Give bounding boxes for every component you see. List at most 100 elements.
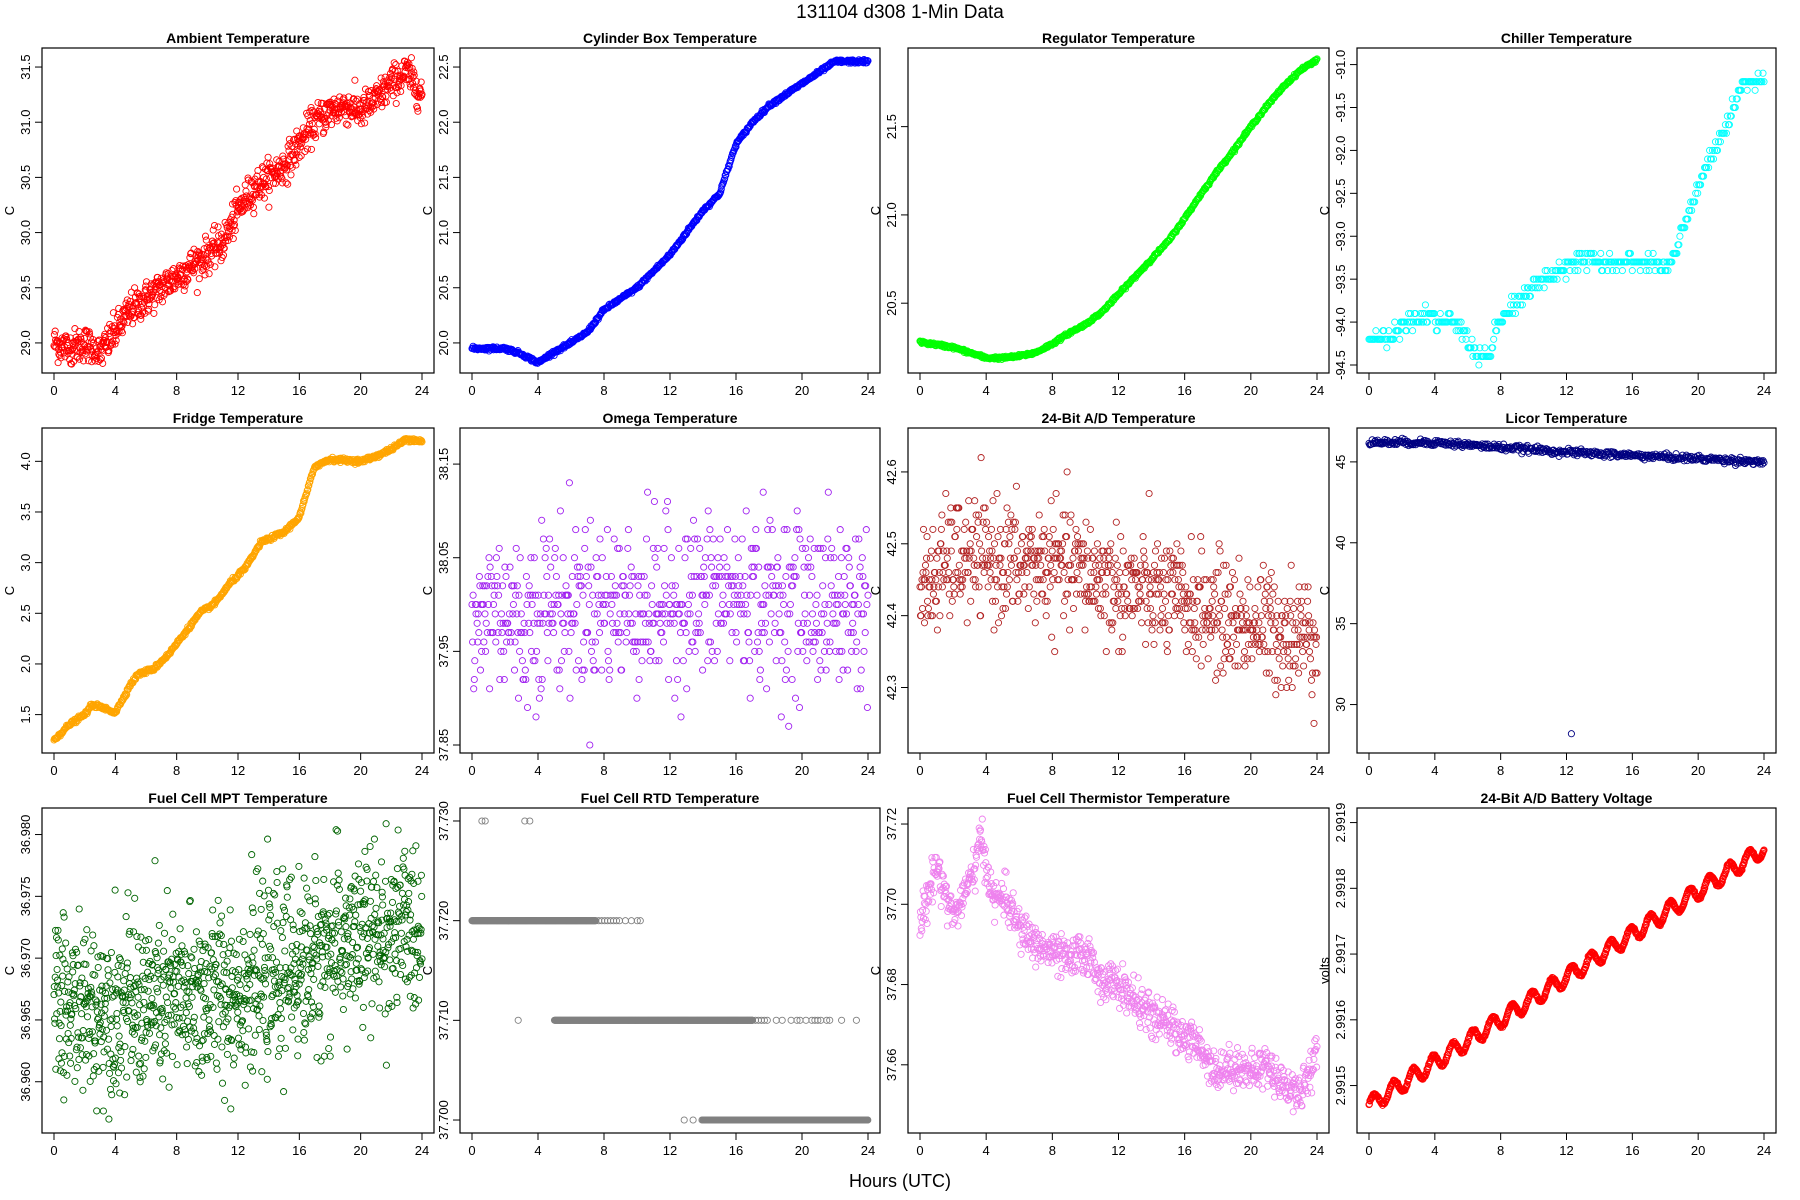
- data-point: [1122, 568, 1130, 577]
- x-tick-label: 24: [415, 383, 429, 398]
- x-tick-label: 0: [468, 763, 475, 778]
- x-tick-label: 12: [231, 763, 245, 778]
- data-point: [1153, 540, 1162, 548]
- data-point: [739, 582, 747, 590]
- data-point: [732, 629, 740, 637]
- data-point: [1007, 561, 1015, 569]
- data-point: [973, 533, 981, 541]
- data-point: [671, 694, 679, 702]
- panel-title: Chiller Temperature: [1501, 30, 1632, 46]
- data-point: [670, 591, 678, 599]
- data-point: [1246, 583, 1254, 591]
- data-point: [1618, 267, 1626, 275]
- data-point: [1046, 583, 1054, 591]
- data-point: [990, 540, 999, 548]
- data-point: [660, 544, 668, 552]
- data-point: [981, 504, 989, 512]
- data-point: [1188, 648, 1196, 656]
- data-point: [963, 619, 971, 627]
- data-point: [708, 563, 716, 571]
- data-point: [106, 320, 114, 328]
- x-tick-label: 16: [729, 383, 743, 398]
- data-point: [1215, 540, 1223, 548]
- data-point: [723, 526, 732, 534]
- data-point: [929, 590, 937, 598]
- data-point: [475, 629, 483, 637]
- data-point: [1012, 482, 1020, 490]
- data-point: [937, 525, 945, 533]
- data-point: [592, 554, 600, 562]
- data-point: [1179, 568, 1187, 577]
- data-point: [579, 591, 587, 599]
- data-point: [486, 685, 494, 693]
- data-points: [1365, 69, 1768, 369]
- data-points: [916, 454, 1321, 727]
- data-point: [1058, 547, 1066, 555]
- data-point: [745, 638, 753, 646]
- y-axis-label: C: [2, 586, 17, 595]
- data-point: [971, 497, 979, 505]
- data-point: [1025, 583, 1033, 591]
- data-point: [1159, 568, 1168, 577]
- data-point: [1112, 518, 1120, 526]
- data-point: [89, 339, 97, 347]
- data-point: [111, 340, 119, 348]
- data-point: [171, 285, 179, 293]
- data-point: [282, 179, 290, 187]
- data-point: [746, 694, 754, 702]
- data-point: [1259, 561, 1267, 569]
- data-point: [542, 544, 550, 552]
- data-point: [161, 289, 169, 297]
- data-point: [475, 572, 483, 581]
- data-point: [610, 535, 618, 543]
- data-point: [991, 576, 999, 584]
- data-point: [1151, 547, 1160, 555]
- data-point: [714, 610, 722, 618]
- data-point: [716, 535, 724, 543]
- y-tick-label: 31.0: [18, 110, 33, 135]
- data-point: [1241, 662, 1249, 670]
- data-point: [495, 591, 503, 599]
- x-tick-label: 8: [600, 763, 607, 778]
- data-point: [756, 666, 764, 674]
- data-point: [1146, 590, 1154, 598]
- data-point: [633, 694, 641, 702]
- data-point: [153, 294, 161, 302]
- data-point: [1066, 518, 1074, 526]
- data-point: [1207, 633, 1215, 641]
- data-point: [1230, 576, 1239, 584]
- data-point: [1421, 301, 1429, 309]
- data-point: [785, 722, 793, 730]
- data-point: [1063, 468, 1071, 476]
- data-point: [470, 685, 478, 693]
- data-point: [766, 516, 774, 524]
- data-point: [219, 251, 228, 259]
- data-point: [97, 354, 106, 362]
- data-point: [1490, 335, 1498, 343]
- data-point: [390, 59, 398, 67]
- data-point: [75, 355, 83, 363]
- data-point: [1583, 267, 1591, 275]
- y-tick-label: 31.5: [18, 54, 33, 79]
- data-point: [572, 526, 580, 534]
- data-point: [205, 270, 213, 278]
- data-point: [978, 547, 986, 555]
- data-point: [642, 535, 651, 543]
- data-point: [689, 516, 698, 524]
- x-tick-label: 24: [861, 383, 875, 398]
- data-point: [1215, 604, 1223, 613]
- y-axis-label: C: [420, 586, 435, 595]
- data-point: [192, 258, 201, 266]
- data-point: [514, 694, 523, 702]
- y-tick-label: 22.0: [436, 110, 451, 135]
- data-point: [523, 703, 532, 712]
- data-point: [813, 591, 821, 599]
- data-point: [1101, 583, 1109, 591]
- data-point: [181, 282, 189, 290]
- data-point: [1056, 547, 1064, 555]
- data-point: [535, 694, 543, 702]
- data-point: [703, 535, 711, 543]
- data-point: [517, 610, 525, 618]
